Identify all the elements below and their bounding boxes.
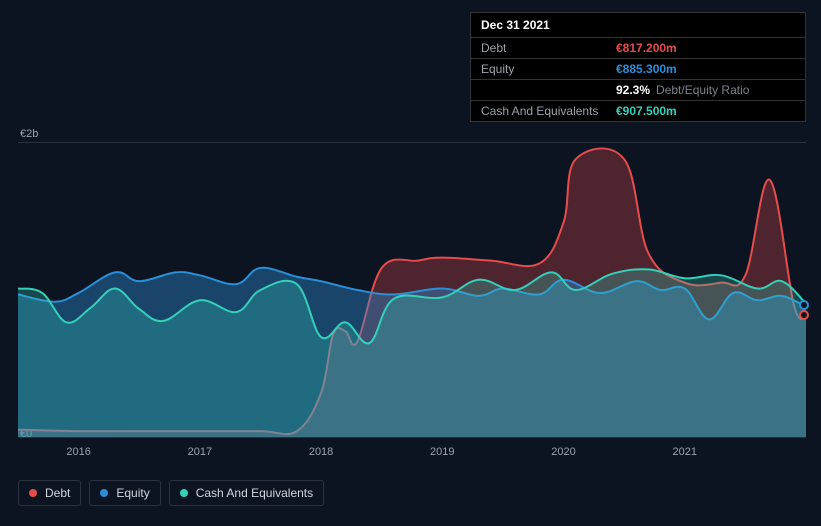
legend-dot-icon xyxy=(100,489,108,497)
legend-item-cash-and-equivalents[interactable]: Cash And Equivalents xyxy=(169,480,324,506)
tooltip-row: Debt€817.200m xyxy=(471,37,805,58)
legend-dot-icon xyxy=(29,489,37,497)
x-tick-label: 2017 xyxy=(188,446,212,458)
chart-legend: Debt Equity Cash And Equivalents xyxy=(18,480,324,506)
x-axis: 2016 2017 2018 2019 2020 2021 xyxy=(18,446,806,466)
tooltip-row-value: €817.200m xyxy=(616,41,677,55)
x-tick-label: 2016 xyxy=(66,446,90,458)
tooltip-row-label: Equity xyxy=(481,62,616,76)
legend-item-equity[interactable]: Equity xyxy=(89,480,160,506)
x-tick-label: 2018 xyxy=(309,446,333,458)
tooltip-row: 92.3%Debt/Equity Ratio xyxy=(471,79,805,100)
legend-label: Debt xyxy=(45,486,70,500)
x-tick-label: 2021 xyxy=(673,446,697,458)
tooltip-row: Equity€885.300m xyxy=(471,58,805,79)
legend-dot-icon xyxy=(180,489,188,497)
tooltip-row-value: €885.300m xyxy=(616,62,677,76)
tooltip-row-label: Debt xyxy=(481,41,616,55)
tooltip-row-label: Cash And Equivalents xyxy=(481,104,616,118)
tooltip-row-label xyxy=(481,83,616,97)
tooltip-row: Cash And Equivalents€907.500m xyxy=(471,100,805,121)
y-tick-top: €2b xyxy=(20,128,38,140)
x-tick-label: 2020 xyxy=(551,446,575,458)
chart-tooltip: Dec 31 2021 Debt€817.200mEquity€885.300m… xyxy=(470,12,806,122)
end-marker-equity xyxy=(799,300,809,310)
end-marker-debt xyxy=(799,310,809,320)
tooltip-row-value: €907.500m xyxy=(616,104,677,118)
x-tick-label: 2019 xyxy=(430,446,454,458)
tooltip-row-value: 92.3%Debt/Equity Ratio xyxy=(616,83,749,97)
legend-label: Equity xyxy=(116,486,149,500)
tooltip-date: Dec 31 2021 xyxy=(471,13,805,37)
legend-label: Cash And Equivalents xyxy=(196,486,313,500)
chart-plot-area[interactable] xyxy=(18,142,806,438)
legend-item-debt[interactable]: Debt xyxy=(18,480,81,506)
